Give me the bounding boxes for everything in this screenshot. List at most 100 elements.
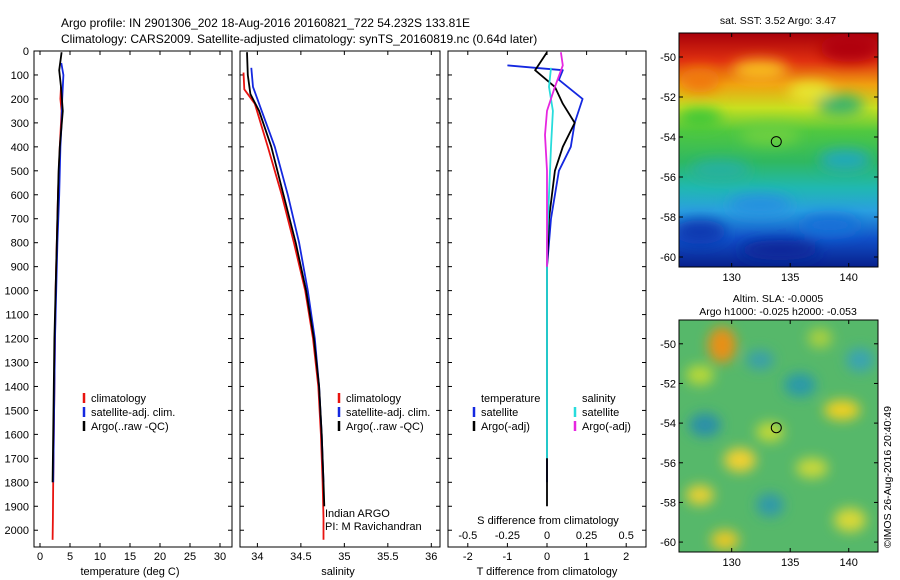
depth-tick-label: 200 <box>11 94 29 106</box>
depth-tick-label: 500 <box>11 166 29 178</box>
legend-label-climatology: climatology <box>91 393 147 405</box>
lat-tick-label: -58 <box>660 212 676 224</box>
series-line-climatology <box>242 72 325 540</box>
depth-tick-label: 100 <box>11 70 29 82</box>
lat-tick-label: -50 <box>660 52 676 64</box>
s-diff-tick-label: 0.25 <box>576 530 597 542</box>
float-position-marker <box>770 136 782 148</box>
x-tick-label: -2 <box>463 551 473 563</box>
x-tick-label: -1 <box>503 551 513 563</box>
lat-tick-label: -50 <box>660 339 676 351</box>
depth-tick-label: 1500 <box>5 405 29 417</box>
depth-tick-label: 600 <box>11 190 29 202</box>
depth-tick-label: 1700 <box>5 453 29 465</box>
lat-tick-label: -60 <box>660 252 676 264</box>
depth-tick-label: 1200 <box>5 334 29 346</box>
x-tick-label: 35.5 <box>377 551 398 563</box>
legend-label-t-satellite: satellite <box>481 407 518 419</box>
legend-header-temperature: temperature <box>481 393 540 405</box>
difference-panel: -2 -1 0 1 2 temperature salinity satellite A… <box>447 50 647 578</box>
salinity-depth-ticks <box>240 50 440 531</box>
x-tick-label: 2 <box>623 551 629 563</box>
difference-legend: temperature salinity satellite Argo(-adj… <box>472 393 631 433</box>
depth-tick-label: 1900 <box>5 501 29 513</box>
salinity-axis-ticks: 34 34.5 35 35.5 36 <box>251 51 437 563</box>
sla-map-title: Altim. SLA: -0.0005 <box>733 293 824 305</box>
lat-tick-label: -54 <box>660 132 676 144</box>
sla-map-subtitle: Argo h1000: -0.025 h2000: -0.053 <box>699 306 857 318</box>
series-line-argo-raw-qc <box>246 52 326 507</box>
legend-label-satellite-adj: satellite-adj. clim. <box>346 407 430 419</box>
x-tick-label: 15 <box>124 551 136 563</box>
x-tick-label: 35 <box>338 551 350 563</box>
legend-label-s-satellite: satellite <box>582 407 619 419</box>
lat-tick-label: -52 <box>660 92 676 104</box>
salinity-axis-label: salinity <box>321 566 355 578</box>
depth-tick-label: 1800 <box>5 477 29 489</box>
x-tick-label: 0 <box>37 551 43 563</box>
depth-tick-label: 900 <box>11 262 29 274</box>
lat-tick-label: -56 <box>660 458 676 470</box>
lon-tick-label: 135 <box>781 557 799 569</box>
depth-tick-label: 700 <box>11 214 29 226</box>
series-line-argo-raw-qc <box>51 52 64 483</box>
salinity-legend: climatology satellite-adj. clim. Argo(..… <box>337 393 430 433</box>
s-difference-axis-label: S difference from climatology <box>477 515 619 527</box>
imos-credit-stamp: ©IMOS 26-Aug-2016 20:40:49 <box>882 406 894 548</box>
lat-tick-label: -60 <box>660 537 676 549</box>
temperature-profile-lines <box>51 52 65 540</box>
difference-profile-lines <box>507 51 584 507</box>
t-difference-axis-ticks: -2 -1 0 1 2 <box>463 51 629 563</box>
legend-label-climatology: climatology <box>346 393 402 405</box>
depth-axis-ticks: 0 100 200 300 400 500 600 700 800 900 1000 1100 1200… <box>5 46 232 537</box>
sst-map-panel: sat. SST: 3.52 Argo: 3.47 -50-52-54-56-5… <box>660 15 879 284</box>
sla-map-frame <box>678 319 879 553</box>
legend-label-t-argo: Argo(-adj) <box>481 421 530 433</box>
temperature-panel: 0100200300400500600700800900100011001200… <box>5 46 233 578</box>
sst-field <box>679 33 878 267</box>
lat-tick-label: -52 <box>660 378 676 390</box>
temperature-axis-ticks: 0 5 10 15 20 25 30 <box>37 51 226 563</box>
legend-label-satellite-adj: satellite-adj. clim. <box>91 407 175 419</box>
depth-tick-label: 400 <box>11 142 29 154</box>
x-tick-label: 34 <box>251 551 263 563</box>
x-tick-label: 36 <box>425 551 437 563</box>
depth-tick-label: 1400 <box>5 381 29 393</box>
depth-tick-label: 1000 <box>5 286 29 298</box>
lon-tick-label: 140 <box>840 557 858 569</box>
legend-label-argo: Argo(..raw -QC) <box>346 421 424 433</box>
legend-header-salinity: salinity <box>582 393 616 405</box>
figure-title-line2: Climatology: CARS2009. Satellite-adjuste… <box>61 32 537 46</box>
lon-tick-label: 140 <box>840 272 858 284</box>
float-pi-annotation: PI: M Ravichandran <box>325 521 422 533</box>
t-difference-axis-label: T difference from climatology <box>477 566 618 578</box>
sla-field <box>679 320 878 552</box>
lon-tick-label: 130 <box>722 557 740 569</box>
depth-tick-label: 300 <box>11 118 29 130</box>
lat-tick-label: -54 <box>660 418 676 430</box>
x-tick-label: 25 <box>184 551 196 563</box>
salinity-plot-frame <box>239 50 441 548</box>
legend-label-argo: Argo(..raw -QC) <box>91 421 169 433</box>
depth-tick-label: 0 <box>23 46 29 58</box>
s-diff-tick-label: -0.5 <box>458 530 477 542</box>
depth-tick-label: 800 <box>11 238 29 250</box>
temperature-legend: climatology satellite-adj. clim. Argo(..… <box>82 393 175 433</box>
series-line-argo-adj <box>544 52 564 267</box>
x-tick-label: 5 <box>67 551 73 563</box>
lon-tick-label: 135 <box>781 272 799 284</box>
depth-tick-label: 2000 <box>5 525 29 537</box>
lon-tick-label: 130 <box>722 272 740 284</box>
s-difference-axis-ticks: -0.5 -0.25 0 0.25 0.5 <box>458 530 634 542</box>
salinity-profile-lines <box>242 52 326 540</box>
x-tick-label: 30 <box>214 551 226 563</box>
depth-tick-label: 1300 <box>5 357 29 369</box>
s-diff-tick-label: 0 <box>544 530 550 542</box>
sst-map-title: sat. SST: 3.52 Argo: 3.47 <box>720 15 836 27</box>
x-tick-label: 0 <box>544 551 550 563</box>
float-position-marker <box>770 422 782 434</box>
depth-tick-label: 1100 <box>5 310 29 322</box>
temperature-plot-frame <box>33 50 233 548</box>
legend-label-s-argo: Argo(-adj) <box>582 421 631 433</box>
